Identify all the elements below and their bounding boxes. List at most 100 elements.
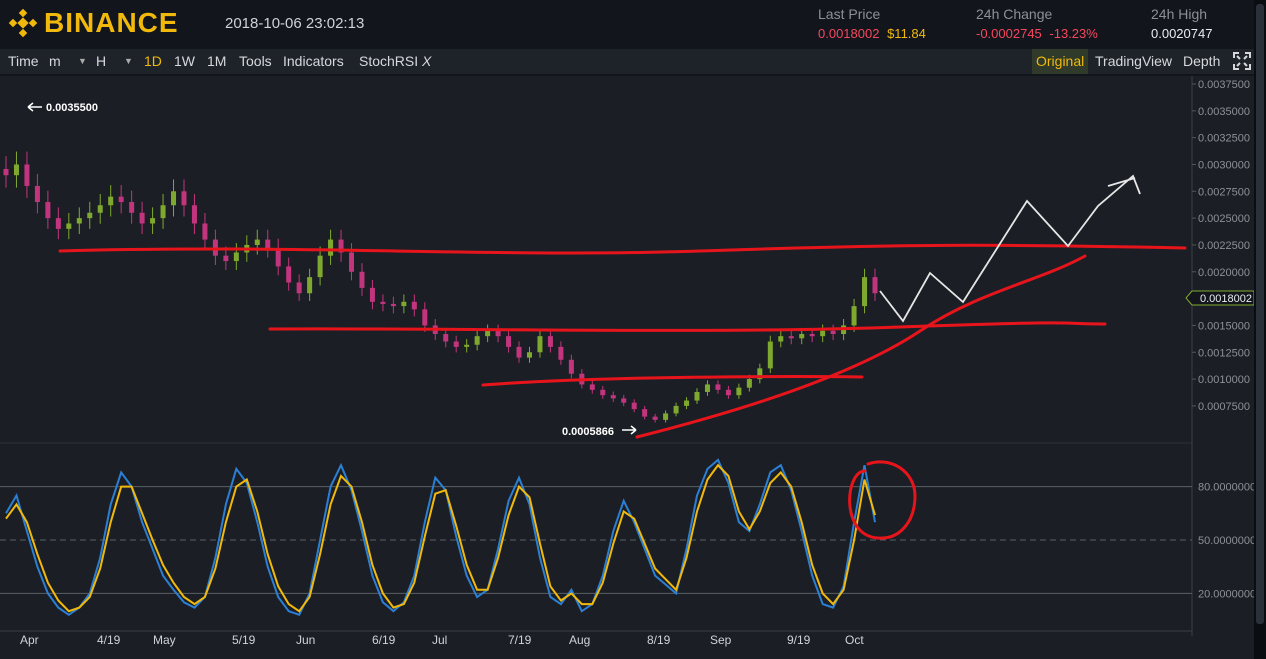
right-arrow-icon: [622, 425, 637, 435]
time-axis-label: 7/19: [508, 633, 532, 647]
candle-body: [872, 277, 878, 294]
candle-body: [652, 416, 658, 420]
candle-body: [485, 330, 491, 337]
candle-body: [108, 196, 114, 206]
price-tick-label: 0.0037500: [1198, 79, 1250, 91]
candle-body: [13, 164, 19, 176]
candle-body: [254, 239, 260, 245]
depth-view-button[interactable]: Depth: [1183, 53, 1221, 69]
time-axis: Apr 4/19 May 5/19 Jun 6/19 Jul 7/19 Aug 8/19 Sep 9/…: [20, 633, 864, 647]
brand-name: BINANCE: [44, 7, 179, 38]
candle-body: [474, 336, 480, 345]
candle-body: [150, 218, 156, 224]
fullscreen-icon[interactable]: [1228, 51, 1256, 76]
candle-body: [265, 239, 271, 249]
price-tick-label: 0.0020000: [1198, 267, 1250, 279]
candle-body: [464, 344, 470, 347]
candle-body: [202, 223, 208, 240]
price-tick-label: 0.0032500: [1198, 133, 1250, 145]
indicator-circle: [848, 460, 917, 540]
candle-body: [181, 191, 187, 206]
price-tick-label: 0.0010000: [1198, 374, 1250, 386]
chart-toolbar: Time m ▼ H ▼ 1D 1W 1M Tools Indicators S…: [0, 49, 1254, 74]
candle-body: [422, 309, 428, 326]
high-stat: 24h High 0.0020747: [1151, 6, 1212, 41]
server-datetime: 2018-10-06 23:02:13: [225, 15, 365, 32]
last-price-label: Last Price: [818, 6, 881, 22]
candle-body: [359, 271, 365, 288]
candle-body: [799, 334, 805, 339]
rising-trendline: [635, 254, 1087, 439]
candle-body: [506, 336, 512, 347]
stochrsi-indicator-label[interactable]: StochRSI: [359, 53, 419, 69]
candle-body: [830, 330, 836, 335]
candle-body: [160, 205, 166, 219]
change-value: -0.0002745: [976, 26, 1042, 41]
candle-body: [191, 205, 197, 224]
time-axis-label: Apr: [20, 633, 39, 647]
candle-body: [495, 330, 501, 337]
drawn-annotations: [58, 243, 1187, 540]
time-button[interactable]: Time: [8, 53, 39, 69]
candle-body: [820, 330, 826, 337]
hour-dropdown-icon[interactable]: ▼: [124, 56, 133, 66]
last-price-stat: Last Price 0.0018002 $11.84: [818, 6, 926, 41]
candle-body: [34, 185, 40, 203]
minute-selector[interactable]: m: [45, 49, 65, 74]
interval-1w-button[interactable]: 1W: [174, 53, 195, 69]
candle-body: [600, 389, 606, 396]
candle-body: [851, 306, 857, 326]
candle-body: [3, 168, 9, 176]
low-annotation-label: 0.0005866: [562, 426, 614, 438]
tools-button[interactable]: Tools: [239, 53, 272, 69]
candle-body: [589, 384, 595, 390]
candle-body: [307, 277, 313, 294]
time-axis-label: 4/19: [97, 633, 121, 647]
time-axis-label: Jul: [432, 633, 447, 647]
hour-selector[interactable]: H: [92, 49, 110, 74]
candle-body: [97, 205, 103, 213]
binance-logo[interactable]: BINANCE: [8, 7, 179, 39]
candle-body: [788, 336, 794, 339]
candle-body: [757, 368, 763, 380]
indicator-tick-label: 20.0000000: [1198, 588, 1254, 600]
last-price-usd: $11.84: [887, 26, 926, 41]
high-annotation: 0.0035500: [27, 102, 98, 114]
price-tick-label: 0.0030000: [1198, 159, 1250, 171]
time-axis-label: Sep: [710, 633, 732, 647]
candle-body: [631, 402, 637, 410]
candle-body: [390, 303, 396, 307]
candle-body: [537, 336, 543, 353]
interval-1d-button[interactable]: 1D: [144, 53, 162, 69]
indicators-button[interactable]: Indicators: [283, 53, 344, 69]
candle-body: [684, 400, 690, 406]
time-axis-label: 8/19: [647, 633, 671, 647]
change-stat: 24h Change -0.0002745 -13.23%: [976, 6, 1098, 41]
change-label: 24h Change: [976, 6, 1053, 22]
candle-body: [715, 384, 721, 390]
time-axis-label: 9/19: [787, 633, 811, 647]
price-tick-label: 0.0015000: [1198, 320, 1250, 332]
candle-body: [558, 346, 564, 360]
candle-body: [338, 239, 344, 253]
tradingview-view-button[interactable]: TradingView: [1095, 53, 1173, 69]
close-icon[interactable]: X: [422, 53, 432, 69]
scrollbar-thumb[interactable]: [1256, 4, 1264, 624]
price-tick-label: 0.0007500: [1198, 401, 1250, 413]
candle-body: [673, 405, 679, 414]
original-view-button[interactable]: Original: [1032, 49, 1089, 74]
candle-body: [55, 218, 61, 229]
price-chart[interactable]: 0.0037500 0.0035000 0.0032500 0.0030000 0.00…: [0, 76, 1254, 659]
interval-1m-button[interactable]: 1M: [207, 53, 227, 69]
price-tick-label: 0.0012500: [1198, 347, 1250, 359]
candle-body: [118, 196, 124, 203]
candle-body: [171, 191, 177, 206]
candle-body: [286, 266, 292, 283]
minute-dropdown-icon[interactable]: ▼: [78, 56, 87, 66]
candle-body: [233, 252, 239, 262]
candle-body: [275, 248, 281, 267]
projected-path: [879, 174, 1141, 323]
candle-body: [369, 287, 375, 302]
candle-body: [223, 255, 229, 262]
current-price-tag: [1185, 290, 1254, 306]
